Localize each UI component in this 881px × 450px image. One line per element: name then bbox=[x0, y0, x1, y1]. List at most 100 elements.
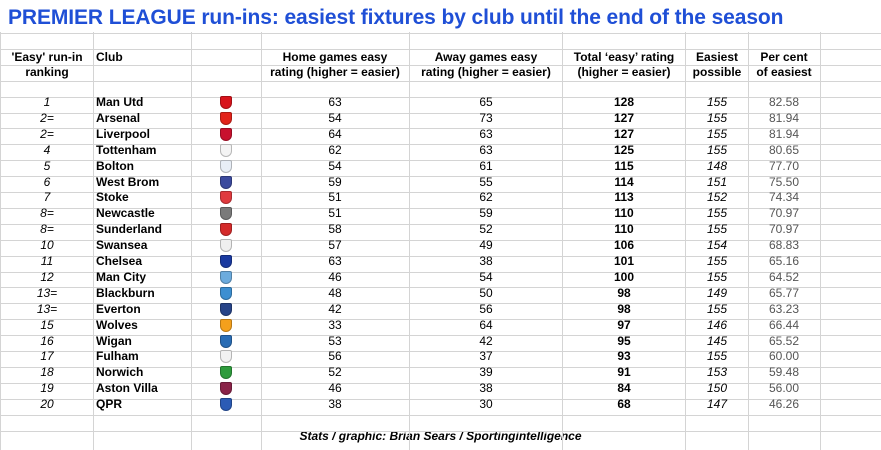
grid-hline bbox=[0, 431, 881, 432]
percent-cell: 74.34 bbox=[768, 190, 800, 205]
away-rating-cell: 73 bbox=[479, 110, 493, 125]
home-rating-cell: 46 bbox=[328, 381, 342, 396]
home-rating-cell: 52 bbox=[328, 365, 342, 380]
header-percent-line1: Per cent bbox=[760, 50, 808, 64]
grid-vline bbox=[0, 32, 1, 450]
grid-hline bbox=[0, 81, 881, 82]
header-easiest-line1: Easiest bbox=[695, 50, 739, 64]
total-rating-cell: 125 bbox=[613, 142, 635, 157]
club-name-cell: QPR bbox=[96, 397, 123, 412]
total-rating-cell: 84 bbox=[617, 381, 631, 396]
away-rating-cell: 49 bbox=[479, 238, 493, 253]
grid-vline bbox=[191, 32, 192, 450]
easiest-possible-cell: 155 bbox=[706, 254, 728, 268]
club-crest-icon bbox=[220, 143, 232, 157]
total-rating-cell: 127 bbox=[613, 110, 635, 125]
grid-hline bbox=[0, 256, 881, 257]
header-home-line2: rating (higher = easier) bbox=[270, 65, 400, 79]
grid-hline bbox=[0, 399, 881, 400]
grid-vline bbox=[562, 32, 563, 450]
club-crest-icon bbox=[220, 96, 232, 109]
club-name-cell: Aston Villa bbox=[96, 381, 158, 396]
total-rating-cell: 98 bbox=[617, 285, 631, 300]
club-name-cell: Bolton bbox=[96, 158, 134, 173]
home-rating-cell: 62 bbox=[328, 142, 342, 157]
rank-cell: 15 bbox=[40, 317, 54, 332]
total-rating-cell: 115 bbox=[614, 158, 634, 173]
club-crest-icon bbox=[220, 366, 232, 380]
rank-cell: 13= bbox=[36, 301, 58, 316]
home-rating-cell: 51 bbox=[328, 190, 342, 205]
percent-cell: 64.52 bbox=[768, 269, 800, 284]
grid-hline bbox=[0, 128, 881, 129]
club-name-cell: Liverpool bbox=[96, 126, 151, 141]
easiest-possible-cell: 154 bbox=[706, 238, 728, 253]
easiest-possible-cell: 155 bbox=[706, 206, 728, 221]
grid-hline bbox=[0, 383, 881, 384]
header-away-line2: rating (higher = easier) bbox=[421, 65, 551, 79]
home-rating-cell: 38 bbox=[328, 397, 342, 412]
home-rating-cell: 33 bbox=[328, 317, 342, 332]
percent-cell: 65.77 bbox=[768, 285, 800, 300]
easiest-possible-cell: 155 bbox=[706, 349, 728, 364]
percent-cell: 63.23 bbox=[768, 301, 800, 316]
rank-cell: 8= bbox=[40, 206, 54, 221]
total-rating-cell: 114 bbox=[614, 174, 634, 189]
easiest-possible-cell: 153 bbox=[706, 365, 728, 380]
percent-cell: 81.94 bbox=[768, 126, 800, 141]
percent-cell: 65.52 bbox=[768, 333, 800, 348]
grid-hline bbox=[0, 176, 881, 177]
rank-cell: 2= bbox=[40, 110, 54, 125]
club-crest-icon bbox=[220, 350, 232, 364]
club-crest-icon bbox=[220, 159, 232, 173]
easiest-possible-cell: 145 bbox=[706, 333, 728, 348]
rank-cell: 10 bbox=[40, 238, 54, 253]
home-rating-cell: 46 bbox=[328, 269, 342, 284]
club-crest-icon bbox=[220, 318, 232, 332]
percent-cell: 80.65 bbox=[768, 142, 800, 157]
home-rating-cell: 59 bbox=[328, 174, 342, 189]
grid-hline bbox=[0, 33, 881, 34]
grid-hline bbox=[0, 272, 881, 273]
percent-cell: 60.00 bbox=[768, 349, 800, 364]
home-rating-cell: 63 bbox=[328, 95, 342, 109]
club-crest-icon bbox=[220, 302, 232, 316]
rank-cell: 12 bbox=[40, 269, 54, 284]
percent-cell: 70.97 bbox=[768, 206, 800, 221]
total-rating-cell: 110 bbox=[614, 206, 634, 221]
percent-cell: 77.70 bbox=[768, 158, 800, 173]
percent-cell: 66.44 bbox=[768, 317, 800, 332]
away-rating-cell: 64 bbox=[479, 317, 493, 332]
away-rating-cell: 39 bbox=[479, 365, 493, 380]
rank-cell: 1 bbox=[43, 95, 51, 109]
easiest-possible-cell: 155 bbox=[706, 95, 728, 109]
club-name-cell: Man City bbox=[96, 269, 147, 284]
total-rating-cell: 97 bbox=[617, 317, 631, 332]
club-name-cell: Norwich bbox=[96, 365, 144, 380]
away-rating-cell: 54 bbox=[479, 269, 493, 284]
easiest-possible-cell: 155 bbox=[706, 110, 728, 125]
grid-hline bbox=[0, 319, 881, 320]
home-rating-cell: 48 bbox=[328, 285, 342, 300]
percent-cell: 75.50 bbox=[768, 174, 800, 189]
easiest-possible-cell: 149 bbox=[706, 285, 728, 300]
club-name-cell: Man Utd bbox=[96, 95, 144, 109]
home-rating-cell: 54 bbox=[328, 110, 342, 125]
grid-hline bbox=[0, 160, 881, 161]
grid-vline bbox=[409, 32, 410, 450]
header-home-line1: Home games easy bbox=[282, 50, 388, 64]
grid-hline bbox=[0, 113, 881, 114]
grid-hline bbox=[0, 208, 881, 209]
club-name-cell: Blackburn bbox=[96, 285, 155, 300]
percent-cell: 70.97 bbox=[768, 222, 800, 237]
away-rating-cell: 61 bbox=[479, 158, 493, 173]
club-name-cell: Wolves bbox=[96, 317, 138, 332]
percent-cell: 56.00 bbox=[768, 381, 800, 396]
header-total-line1: Total ‘easy’ rating bbox=[573, 50, 675, 64]
home-rating-cell: 54 bbox=[328, 158, 342, 173]
away-rating-cell: 37 bbox=[479, 349, 493, 364]
header-away-line1: Away games easy bbox=[434, 50, 538, 64]
away-rating-cell: 38 bbox=[479, 254, 493, 268]
grid-hline bbox=[0, 224, 881, 225]
home-rating-cell: 42 bbox=[328, 301, 342, 316]
